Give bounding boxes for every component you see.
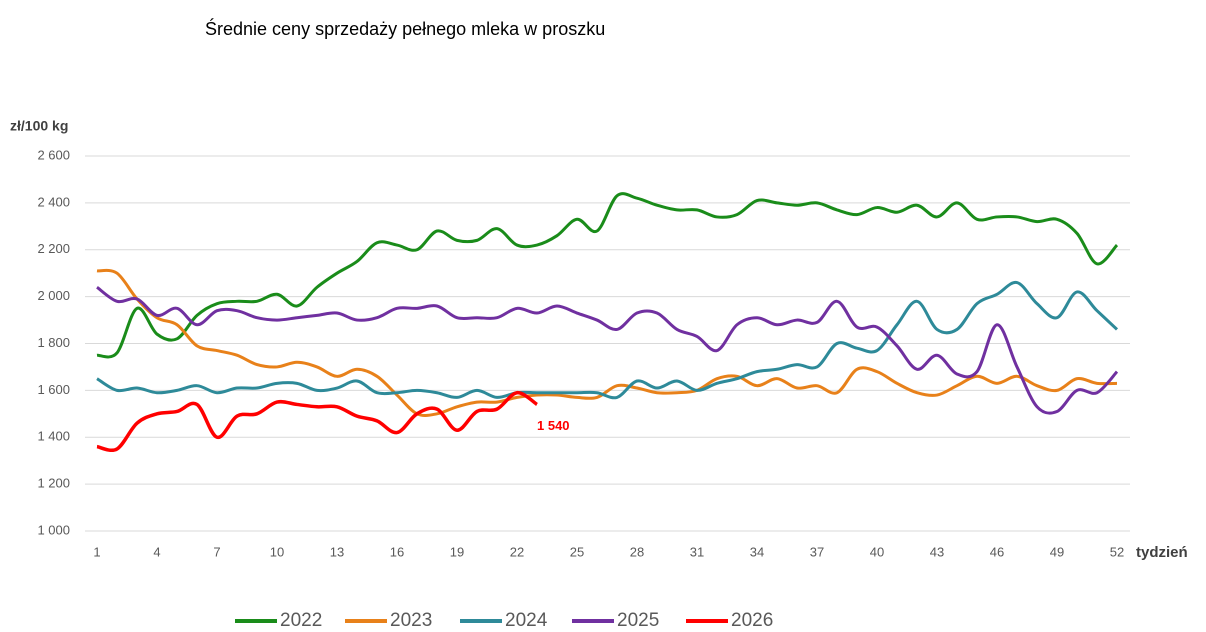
y-tick-label: 1 000	[37, 522, 70, 537]
x-tick-label: 31	[690, 544, 704, 559]
series-line	[96, 192, 1119, 359]
x-tick-label: 22	[510, 544, 524, 559]
data-label: 1 540	[537, 418, 570, 433]
x-tick-label: 28	[630, 544, 644, 559]
x-tick-label: 7	[213, 544, 220, 559]
x-tick-label: 34	[750, 544, 764, 559]
x-tick-label: 19	[450, 544, 464, 559]
y-tick-label: 2 000	[37, 288, 70, 303]
x-tick-label: 1	[93, 544, 100, 559]
x-tick-label: 13	[330, 544, 344, 559]
legend-label: 2023	[390, 610, 432, 631]
legend-label: 2022	[280, 610, 322, 631]
y-tick-label: 2 200	[37, 241, 70, 256]
y-tick-label: 2 400	[37, 194, 70, 209]
y-tick-label: 1 200	[37, 476, 70, 491]
x-tick-label: 25	[570, 544, 584, 559]
series-line	[96, 286, 1119, 415]
legend-label: 2024	[505, 610, 548, 631]
chart-title: Średnie ceny sprzedaży pełnego mleka w p…	[205, 18, 605, 39]
series-line	[96, 390, 539, 453]
x-tick-label: 37	[810, 544, 824, 559]
x-axis-label: tydzień	[1136, 544, 1188, 561]
x-tick-label: 16	[390, 544, 404, 559]
x-tick-label: 40	[870, 544, 884, 559]
x-tick-label: 49	[1050, 544, 1064, 559]
y-tick-label: 2 600	[37, 147, 70, 162]
y-axis-label: zł/100 kg	[10, 118, 68, 134]
series-line	[96, 280, 1119, 400]
y-tick-label: 1 800	[37, 335, 70, 350]
legend-label: 2026	[731, 610, 773, 631]
series-line	[96, 268, 1118, 417]
x-tick-label: 52	[1110, 544, 1124, 559]
y-tick-label: 1 600	[37, 382, 70, 397]
x-tick-label: 43	[930, 544, 944, 559]
y-tick-label: 1 400	[37, 429, 70, 444]
x-tick-label: 4	[153, 544, 160, 559]
legend-label: 2025	[617, 610, 659, 631]
x-tick-label: 10	[270, 544, 284, 559]
x-tick-label: 46	[990, 544, 1004, 559]
